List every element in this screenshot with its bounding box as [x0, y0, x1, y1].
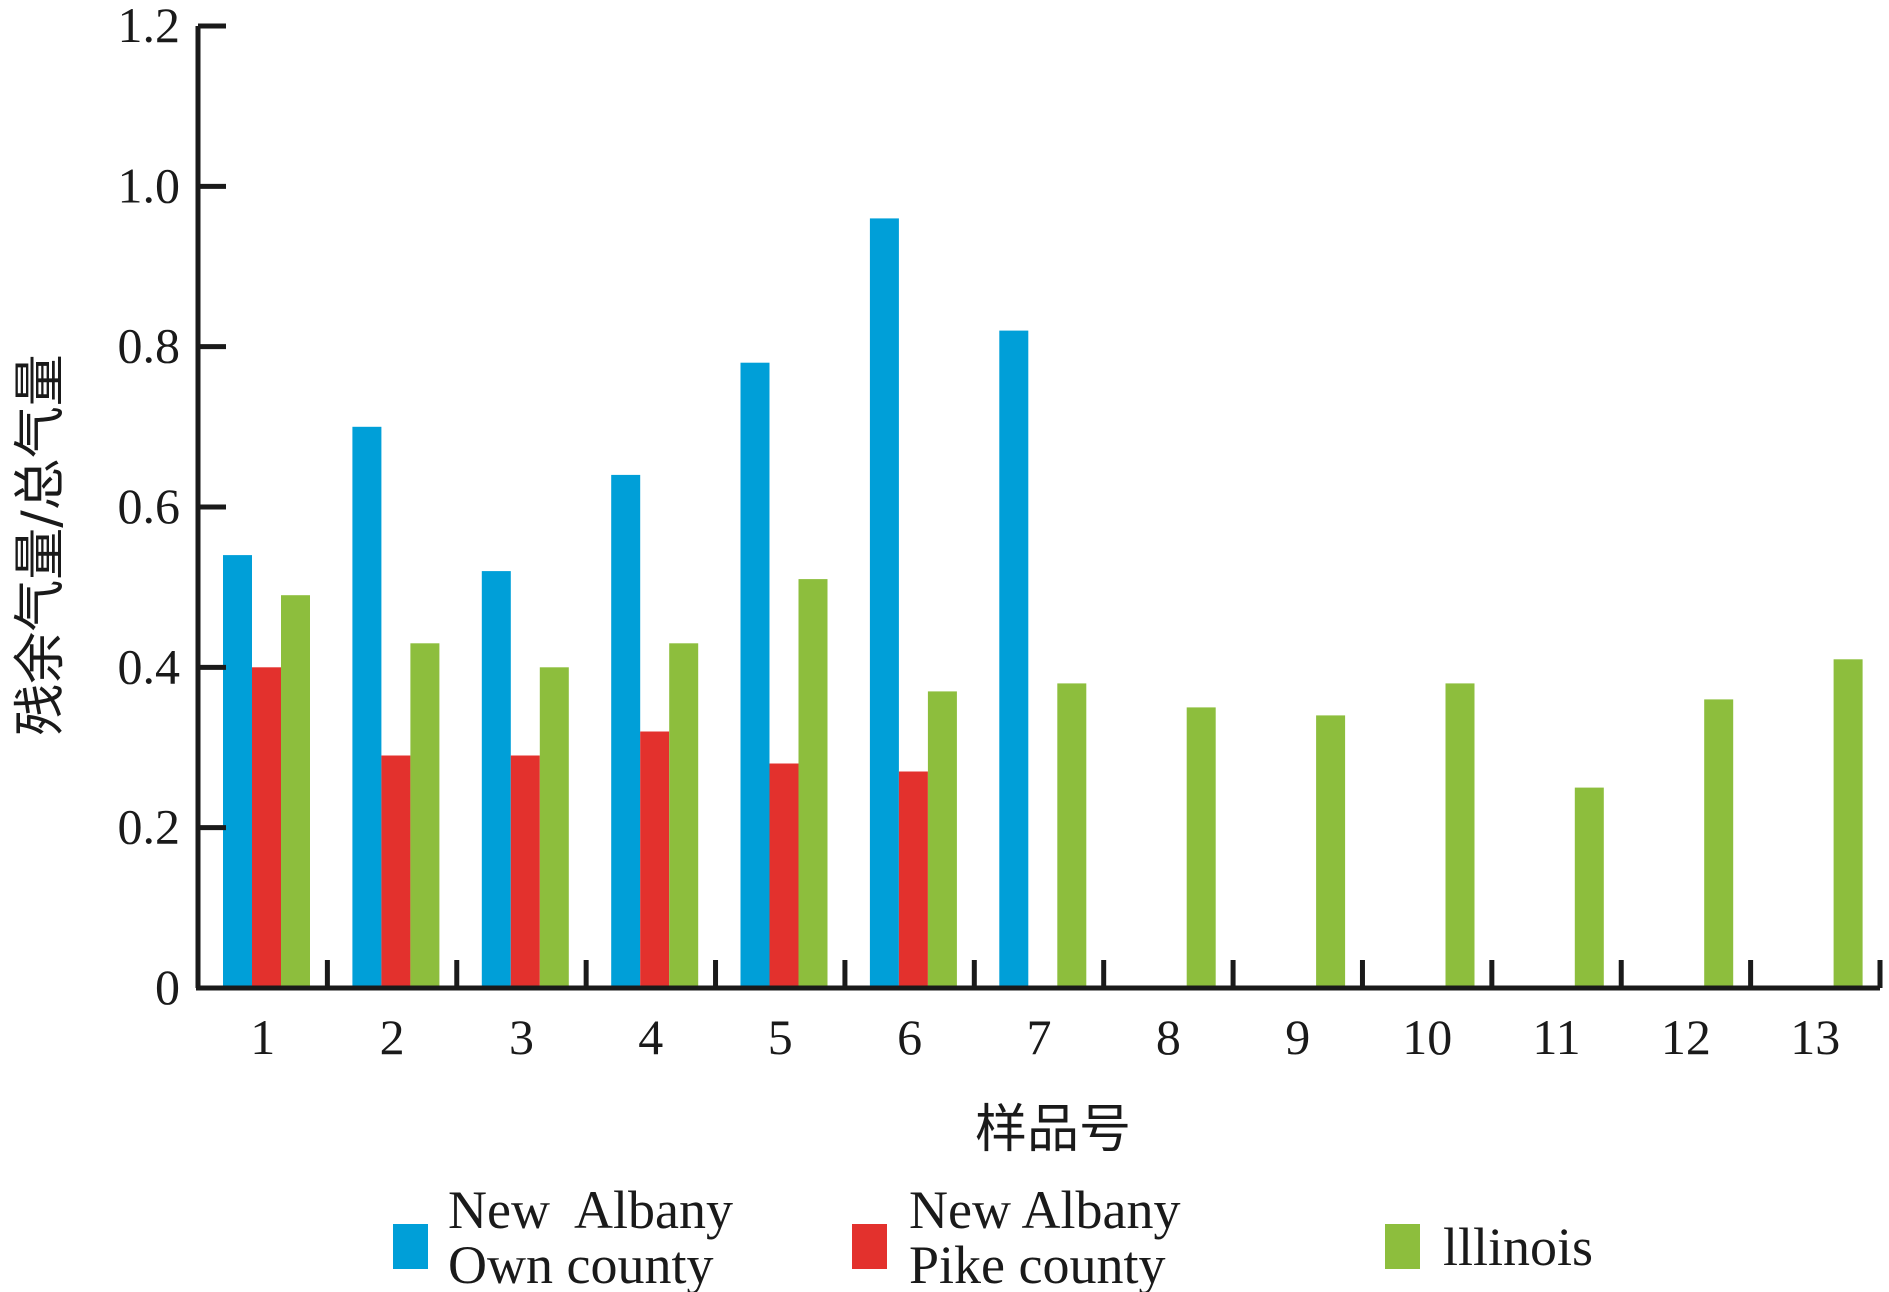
bar-series3-sample-13 [1833, 659, 1863, 988]
bar-series1-sample-2 [352, 426, 382, 988]
legend-swatch-2 [852, 1224, 887, 1269]
x-tick-label: 9 [1285, 1009, 1310, 1065]
bar-series2-sample-1 [252, 667, 281, 988]
bar-series2-sample-3 [510, 755, 540, 988]
y-tick-label: 1.0 [118, 157, 181, 213]
bar-series3-sample-10 [1445, 683, 1475, 988]
bar-series3-sample-2 [410, 643, 440, 988]
y-tick-label: 0.8 [118, 318, 181, 374]
bar-series3-sample-7 [1057, 683, 1087, 988]
bar-series3-sample-12 [1704, 699, 1734, 988]
x-tick-label: 12 [1661, 1009, 1711, 1065]
bar-series1-sample-7 [999, 330, 1029, 989]
bar-series3-sample-3 [539, 667, 569, 988]
y-axis-title: 残余气量/总气量 [11, 354, 71, 736]
bar-series3-sample-6 [927, 691, 957, 988]
x-tick-label: 13 [1790, 1009, 1840, 1065]
bar-series2-sample-6 [898, 771, 928, 988]
bar-series3-sample-1 [281, 595, 310, 988]
y-tick-label: 0 [155, 959, 180, 1015]
legend-label-2: New Albany [909, 1180, 1180, 1240]
bar-series3-sample-8 [1186, 707, 1216, 988]
x-tick-label: 2 [380, 1009, 405, 1065]
axes-layer [195, 26, 1880, 991]
bar-series3-sample-9 [1316, 715, 1346, 988]
x-tick-label: 1 [250, 1009, 275, 1065]
bar-series1-sample-4 [611, 474, 641, 988]
bar-series2-sample-5 [769, 763, 799, 988]
bar-series1-sample-1 [223, 555, 252, 988]
bar-series2-sample-4 [640, 731, 670, 988]
x-tick-label: 7 [1027, 1009, 1052, 1065]
bars-layer [223, 218, 1863, 989]
bar-series2-sample-2 [381, 755, 411, 988]
legend-label-2: Pike county [909, 1235, 1165, 1292]
bar-series3-sample-5 [798, 579, 828, 988]
x-tick-label: 8 [1156, 1009, 1181, 1065]
x-tick-label: 5 [768, 1009, 793, 1065]
x-tick-label: 10 [1402, 1009, 1452, 1065]
bar-series1-sample-3 [481, 571, 511, 988]
legend-swatch-1 [393, 1224, 428, 1269]
bar-series1-sample-5 [740, 362, 770, 988]
bar-series1-sample-6 [869, 218, 899, 988]
x-tick-label: 4 [638, 1009, 663, 1065]
legend-label-1: New Albany [448, 1180, 733, 1240]
legend-swatch-3 [1385, 1224, 1420, 1269]
y-tick-label: 0.6 [118, 478, 181, 534]
y-tick-label: 1.2 [118, 0, 181, 53]
legend-label-3: lllinois [1443, 1217, 1593, 1277]
legend-label-1: Own county [448, 1235, 713, 1292]
x-tick-label: 6 [897, 1009, 922, 1065]
y-tick-label: 0.4 [118, 638, 181, 694]
x-tick-label: 11 [1532, 1009, 1580, 1065]
bar-series3-sample-4 [669, 643, 699, 988]
ticks-layer: 00.20.40.60.81.01.21 2 3 4 5 6 7 8 9 10 11 12 13 [118, 0, 1883, 1065]
bar-series3-sample-11 [1574, 787, 1604, 988]
x-axis-title: 样品号 [975, 1100, 1131, 1160]
x-tick-label: 3 [509, 1009, 534, 1065]
y-tick-label: 0.2 [118, 799, 181, 855]
